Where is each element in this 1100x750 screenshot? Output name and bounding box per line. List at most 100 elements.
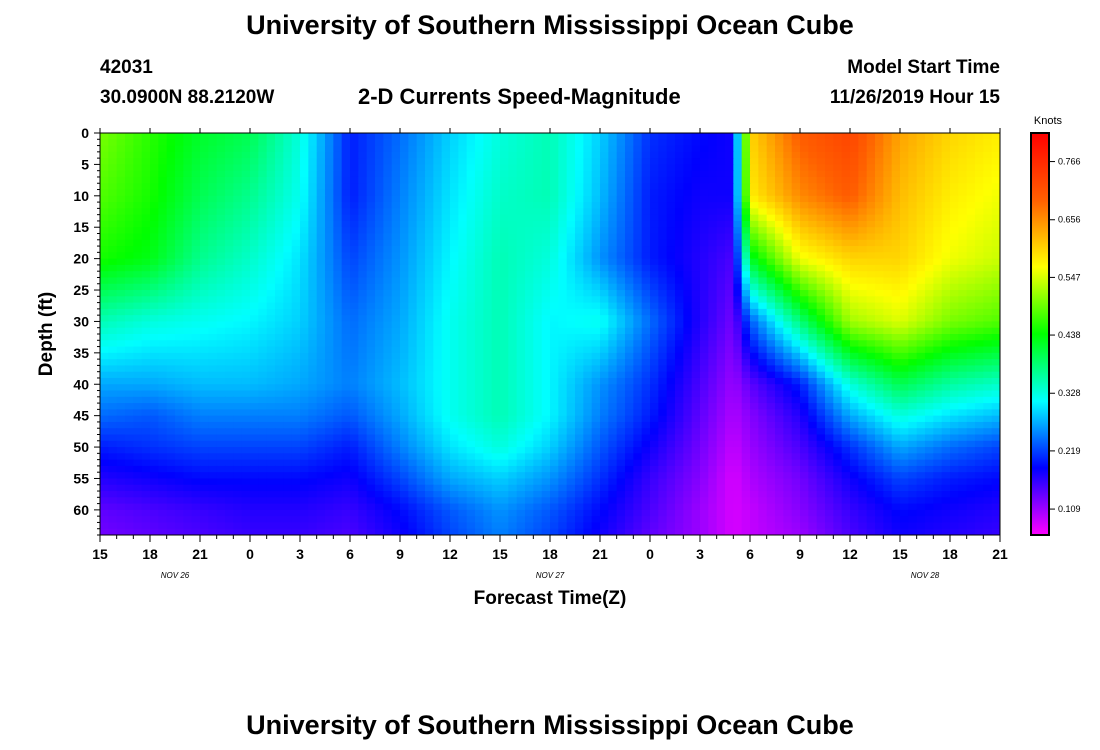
heatmap-cell <box>700 290 709 297</box>
heatmap-cell <box>933 264 943 272</box>
heatmap-cell <box>275 133 284 140</box>
heatmap-cell <box>500 308 509 316</box>
heatmap-cell <box>541 220 551 228</box>
heatmap-cell <box>441 271 451 279</box>
heatmap-cell <box>483 208 493 216</box>
heatmap-cell <box>308 327 318 335</box>
heatmap-cell <box>783 365 793 373</box>
heatmap-cell <box>266 277 276 285</box>
heatmap-cell <box>783 346 793 354</box>
heatmap-cell <box>808 302 818 310</box>
heatmap-cell <box>850 164 859 172</box>
heatmap-cell <box>283 308 293 316</box>
heatmap-cell <box>250 158 259 166</box>
heatmap-cell <box>133 239 143 247</box>
heatmap-cell <box>491 151 501 159</box>
heatmap-cell <box>941 308 951 316</box>
heatmap-cell <box>941 321 951 329</box>
heatmap-cell <box>608 365 618 373</box>
heatmap-cell <box>575 403 584 410</box>
heatmap-cell <box>141 340 151 348</box>
heatmap-cell <box>250 390 259 398</box>
heatmap-cell <box>541 365 551 373</box>
heatmap-cell <box>566 214 576 222</box>
heatmap-cell <box>491 227 501 235</box>
heatmap-cell <box>816 390 826 398</box>
heatmap-cell <box>108 352 118 360</box>
heatmap-cell <box>966 202 976 209</box>
heatmap-cell <box>575 321 584 329</box>
heatmap-cell <box>591 264 601 272</box>
heatmap-cell <box>683 346 693 354</box>
heatmap-cell <box>625 195 634 203</box>
heatmap-cell <box>825 308 834 316</box>
heatmap-cell <box>841 183 851 191</box>
heatmap-cell <box>666 296 676 304</box>
heatmap-cell <box>700 133 709 140</box>
heatmap-cell <box>891 227 901 235</box>
heatmap-cell <box>591 246 601 253</box>
heatmap-cell <box>666 264 676 272</box>
heatmap-cell <box>725 327 734 335</box>
heatmap-cell <box>541 246 551 253</box>
heatmap-cell <box>116 239 126 247</box>
heatmap-cell <box>650 264 659 272</box>
heatmap-cell <box>566 302 576 310</box>
heatmap-cell <box>383 346 393 354</box>
heatmap-cell <box>525 403 534 410</box>
heatmap-cell <box>241 271 251 279</box>
heatmap-cell <box>791 264 801 272</box>
heatmap-cell <box>466 164 476 172</box>
heatmap-cell <box>625 415 634 423</box>
heatmap-cell <box>700 183 709 191</box>
heatmap-cell <box>141 246 151 253</box>
heatmap-cell <box>641 189 651 197</box>
heatmap-cell <box>833 220 843 228</box>
heatmap-cell <box>500 208 509 216</box>
heatmap-cell <box>866 415 876 423</box>
heatmap-cell <box>116 271 126 279</box>
heatmap-cell <box>416 409 426 417</box>
heatmap-cell <box>675 164 684 172</box>
heatmap-cell <box>300 321 309 329</box>
heatmap-cell <box>966 371 976 379</box>
heatmap-cell <box>500 296 509 304</box>
heatmap-cell <box>925 239 934 247</box>
heatmap-cell <box>675 133 684 140</box>
heatmap-cell <box>641 264 651 272</box>
heatmap-cell <box>766 308 776 316</box>
heatmap-cell <box>625 183 634 191</box>
model-start-value: 11/26/2019 Hour 15 <box>829 87 1000 108</box>
heatmap-cell <box>975 377 984 385</box>
heatmap-cell <box>158 321 168 329</box>
heatmap-cell <box>466 227 476 235</box>
heatmap-cell <box>841 359 851 367</box>
heatmap-cell <box>450 258 459 266</box>
heatmap-cell <box>750 302 759 310</box>
heatmap-cell <box>975 340 984 348</box>
heatmap-cell <box>500 377 509 385</box>
heatmap-cell <box>241 170 251 178</box>
heatmap-cell <box>766 390 776 398</box>
heatmap-cell <box>125 346 134 354</box>
heatmap-cell <box>983 283 993 291</box>
heatmap-cell <box>566 145 576 153</box>
heatmap-cell <box>275 145 284 153</box>
heatmap-cell <box>925 283 934 291</box>
heatmap-cell <box>841 176 851 184</box>
heatmap-cell <box>325 176 334 184</box>
heatmap-cell <box>433 290 443 297</box>
heatmap-cell <box>708 359 718 367</box>
heatmap-cell <box>308 233 318 241</box>
heatmap-cell <box>358 183 368 191</box>
heatmap-cell <box>350 371 359 379</box>
heatmap-cell <box>233 409 243 417</box>
heatmap-cell <box>891 139 901 147</box>
heatmap-cell <box>875 227 884 235</box>
heatmap-cell <box>400 290 409 297</box>
heatmap-cell <box>908 264 918 272</box>
heatmap-cell <box>883 264 893 272</box>
heatmap-cell <box>258 359 268 367</box>
heatmap-cell <box>933 290 943 297</box>
heatmap-cell <box>658 359 668 367</box>
